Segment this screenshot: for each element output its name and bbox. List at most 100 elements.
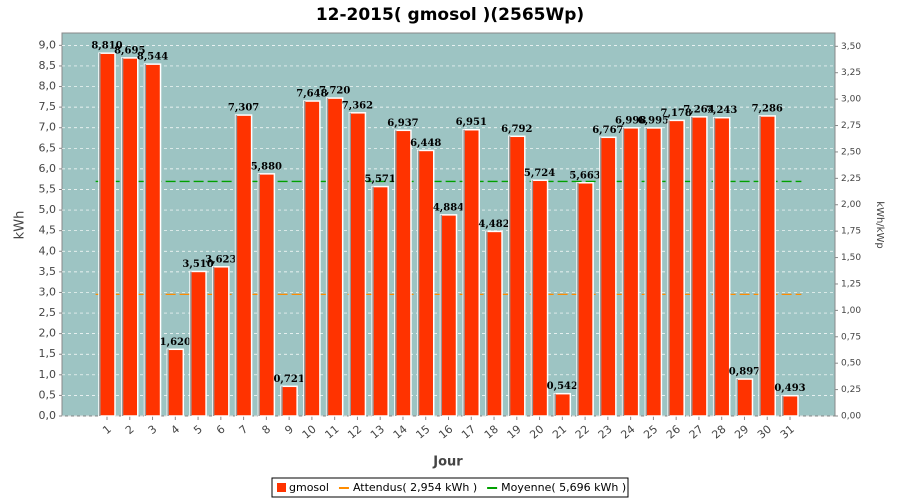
value-label: 7,178 — [661, 108, 692, 119]
y-tick-label: 4,5 — [39, 224, 57, 237]
bar — [667, 119, 685, 417]
value-label: 0,897 — [729, 367, 760, 378]
bar — [530, 179, 549, 417]
bar — [735, 378, 754, 417]
value-label: 6,995 — [638, 115, 669, 126]
y2-tick-label: 0,00 — [841, 412, 861, 422]
y-tick-label: 7,5 — [39, 100, 57, 113]
value-label: 7,720 — [319, 86, 350, 97]
value-label: 5,880 — [251, 161, 282, 172]
legend-swatch — [277, 483, 286, 492]
legend-label: Moyenne( 5,696 kWh ) — [501, 481, 626, 494]
y-tick-label: 2,0 — [39, 327, 57, 340]
y-tick-label: 4,0 — [39, 244, 57, 257]
value-label: 0,721 — [273, 374, 304, 385]
bar — [553, 392, 572, 417]
value-label: 7,264 — [683, 104, 714, 115]
y2-tick-label: 3,00 — [841, 95, 861, 105]
bar — [599, 136, 617, 417]
bar — [394, 129, 412, 417]
bar — [212, 266, 230, 417]
legend-label: gmosol — [289, 481, 329, 494]
y2-tick-label: 1,75 — [841, 227, 861, 237]
value-label: 7,648 — [296, 89, 327, 100]
y-tick-label: 7,0 — [39, 121, 57, 134]
bar — [325, 97, 344, 417]
y2-tick-label: 1,50 — [841, 253, 861, 263]
bar — [621, 127, 640, 417]
y2-tick-label: 2,50 — [841, 147, 861, 157]
value-label: 3,623 — [205, 254, 236, 265]
y2-tick-label: 1,25 — [841, 279, 861, 289]
value-label: 6,998 — [615, 115, 646, 126]
value-label: 5,724 — [524, 168, 555, 179]
y-tick-label: 9,0 — [39, 38, 57, 51]
value-label: 4,482 — [478, 219, 509, 230]
value-label: 1,620 — [160, 337, 191, 348]
value-label: 4,884 — [433, 202, 464, 213]
value-label: 7,362 — [342, 100, 373, 111]
bar — [690, 116, 708, 417]
bar — [348, 112, 367, 417]
bar — [98, 52, 116, 417]
y2-axis-label: kWh/kWp — [874, 201, 885, 248]
value-label: 6,767 — [592, 125, 623, 136]
y2-tick-label: 0,25 — [841, 385, 861, 395]
y-tick-label: 0,0 — [39, 409, 57, 422]
value-label: 7,307 — [228, 103, 259, 114]
bar — [644, 127, 663, 417]
bar — [712, 116, 731, 417]
y-tick-label: 0,5 — [39, 388, 57, 401]
value-label: 0,493 — [774, 383, 805, 394]
bar — [508, 135, 526, 417]
bar — [781, 394, 799, 417]
value-label: 8,695 — [114, 45, 145, 56]
bar — [257, 173, 276, 417]
value-label: 6,448 — [410, 138, 441, 149]
bar — [485, 230, 503, 417]
y-tick-label: 3,5 — [39, 265, 57, 278]
y2-tick-label: 3,50 — [841, 42, 861, 52]
bar — [758, 115, 776, 417]
legend — [271, 477, 629, 498]
value-label: 6,792 — [501, 124, 532, 135]
bar — [416, 149, 435, 417]
legend-label: Attendus( 2,954 kWh ) — [353, 481, 477, 494]
bar — [576, 182, 594, 417]
x-axis-label: Jour — [432, 455, 463, 470]
bar — [143, 63, 162, 417]
y2-tick-label: 1,00 — [841, 306, 861, 316]
value-label: 8,810 — [91, 41, 122, 52]
y2-tick-label: 3,25 — [841, 68, 861, 78]
bar — [121, 57, 139, 417]
bar — [439, 214, 458, 417]
bar — [280, 385, 298, 417]
y-tick-label: 8,0 — [39, 80, 57, 93]
value-label: 8,544 — [137, 52, 168, 63]
y-tick-label: 5,5 — [39, 182, 57, 195]
value-label: 3,510 — [182, 259, 213, 270]
value-label: 0,542 — [547, 381, 578, 392]
y2-tick-label: 2,75 — [841, 121, 861, 131]
y-tick-label: 2,5 — [39, 306, 57, 319]
y2-tick-label: 0,50 — [841, 359, 861, 369]
y2-tick-label: 2,25 — [841, 174, 861, 184]
chart-title: 12-2015( gmosol )(2565Wp) — [316, 5, 584, 25]
y2-tick-label: 2,00 — [841, 200, 861, 210]
bar — [166, 348, 185, 417]
y-tick-label: 8,5 — [39, 59, 57, 72]
value-label: 5,663 — [569, 170, 600, 181]
bar — [189, 270, 207, 417]
value-label: 7,243 — [706, 105, 737, 116]
y-tick-label: 3,0 — [39, 285, 57, 298]
value-label: 7,286 — [752, 103, 783, 114]
y-axis-label: kWh — [13, 211, 28, 240]
y2-tick-label: 0,75 — [841, 332, 861, 342]
y-tick-label: 6,0 — [39, 162, 57, 175]
y-tick-label: 6,5 — [39, 141, 57, 154]
y-tick-label: 1,5 — [39, 347, 57, 360]
value-label: 6,951 — [456, 117, 487, 128]
bar — [303, 100, 321, 417]
bar — [462, 128, 481, 417]
